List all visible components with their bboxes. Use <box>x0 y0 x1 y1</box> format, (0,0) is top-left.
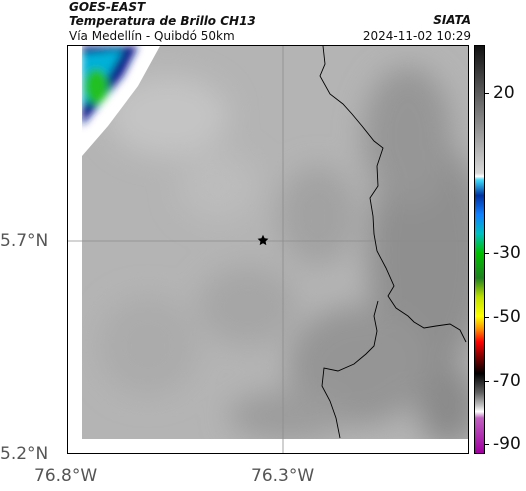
colorbar-tick-label: -90 <box>493 434 521 455</box>
department-boundary-west <box>321 300 379 439</box>
region-label: Vía Medellín - Quibdó 50km <box>69 29 235 43</box>
department-boundary <box>319 46 467 343</box>
product-title: Temperatura de Brillo CH13 <box>69 14 256 28</box>
satellite-map[interactable] <box>67 45 469 454</box>
lon-label-76-3: 76.3°W <box>251 466 315 486</box>
colorbar-tick <box>485 92 489 94</box>
organization-label: SIATA <box>433 13 471 27</box>
lat-label-5-7: 5.7°N <box>0 231 49 251</box>
colorbar-tick <box>485 252 489 254</box>
temperature-colorbar <box>474 45 485 454</box>
colorbar-tick <box>485 380 489 382</box>
lon-label-76-8: 76.8°W <box>34 466 98 486</box>
colorbar-tick-label: -30 <box>493 242 521 263</box>
timestamp-label: 2024-11-02 10:29 <box>362 29 471 43</box>
colorbar-tick <box>485 444 489 446</box>
satellite-source: GOES-EAST <box>69 0 146 14</box>
brightness-temperature-field <box>68 46 468 453</box>
colorbar-tick <box>485 316 489 318</box>
lat-lon-gridlines <box>68 46 468 453</box>
colorbar-tick-label: -70 <box>493 370 521 391</box>
colorbar-tick-label: -50 <box>493 306 521 327</box>
colorbar-tick-label: 20 <box>493 82 515 103</box>
lat-label-5-2: 5.2°N <box>0 444 49 464</box>
reference-star-marker <box>257 234 269 246</box>
